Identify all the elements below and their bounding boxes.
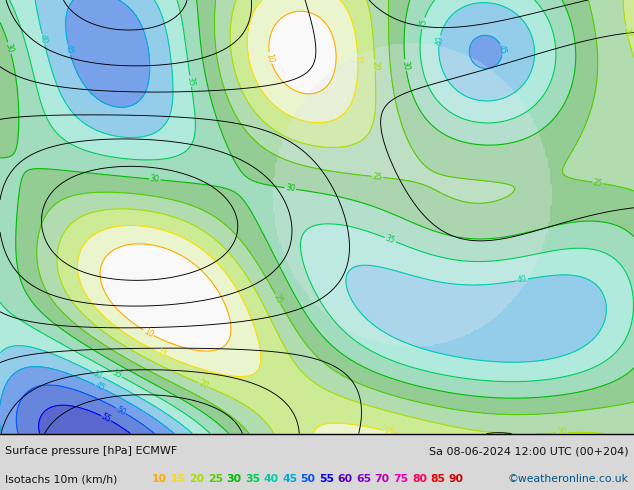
Text: 55: 55: [100, 412, 112, 424]
Text: 35: 35: [384, 234, 396, 245]
Text: 10: 10: [152, 474, 167, 484]
Text: 10: 10: [142, 326, 155, 339]
Text: 85: 85: [430, 474, 446, 484]
Text: 80: 80: [412, 474, 427, 484]
Text: 40: 40: [517, 275, 528, 285]
Text: 30: 30: [285, 183, 296, 194]
Text: 15: 15: [382, 426, 394, 437]
Text: 55: 55: [319, 474, 334, 484]
Text: 30: 30: [401, 60, 411, 71]
Text: 45: 45: [496, 44, 507, 55]
Text: 15: 15: [155, 347, 167, 360]
Text: 75: 75: [393, 474, 408, 484]
Text: 90: 90: [449, 474, 464, 484]
Text: 50: 50: [301, 474, 316, 484]
Text: 20: 20: [557, 428, 567, 438]
Text: 70: 70: [375, 474, 390, 484]
Text: 45: 45: [282, 474, 297, 484]
Text: 20: 20: [197, 379, 210, 391]
Text: 25: 25: [593, 178, 604, 188]
Text: Surface pressure [hPa] ECMWF: Surface pressure [hPa] ECMWF: [5, 446, 178, 456]
Text: 25: 25: [208, 474, 223, 484]
Text: 35: 35: [110, 368, 123, 380]
Text: 10: 10: [265, 52, 276, 64]
Text: 25: 25: [271, 293, 284, 305]
Text: 50: 50: [114, 404, 127, 417]
Text: 60: 60: [338, 474, 353, 484]
Text: 20: 20: [190, 474, 204, 484]
Text: 20: 20: [621, 26, 632, 38]
Text: 65: 65: [356, 474, 372, 484]
Text: Sa 08-06-2024 12:00 UTC (00+204): Sa 08-06-2024 12:00 UTC (00+204): [429, 446, 629, 456]
Text: 40: 40: [38, 33, 49, 45]
Text: 35: 35: [186, 76, 196, 87]
Text: 15: 15: [171, 474, 186, 484]
Text: 40: 40: [91, 368, 104, 381]
Text: 30: 30: [226, 474, 242, 484]
Text: Isotachs 10m (km/h): Isotachs 10m (km/h): [5, 474, 117, 484]
Text: 40: 40: [434, 35, 444, 46]
Text: 15: 15: [353, 54, 363, 64]
Text: 20: 20: [370, 60, 380, 70]
Text: 45: 45: [93, 381, 106, 393]
Text: 40: 40: [264, 474, 278, 484]
Text: ©weatheronline.co.uk: ©weatheronline.co.uk: [508, 474, 629, 484]
Text: 25: 25: [372, 172, 383, 182]
Text: 30: 30: [150, 174, 160, 184]
Text: 45: 45: [63, 44, 75, 55]
Text: 30: 30: [4, 42, 15, 54]
Text: 35: 35: [245, 474, 260, 484]
Text: 35: 35: [418, 17, 429, 29]
